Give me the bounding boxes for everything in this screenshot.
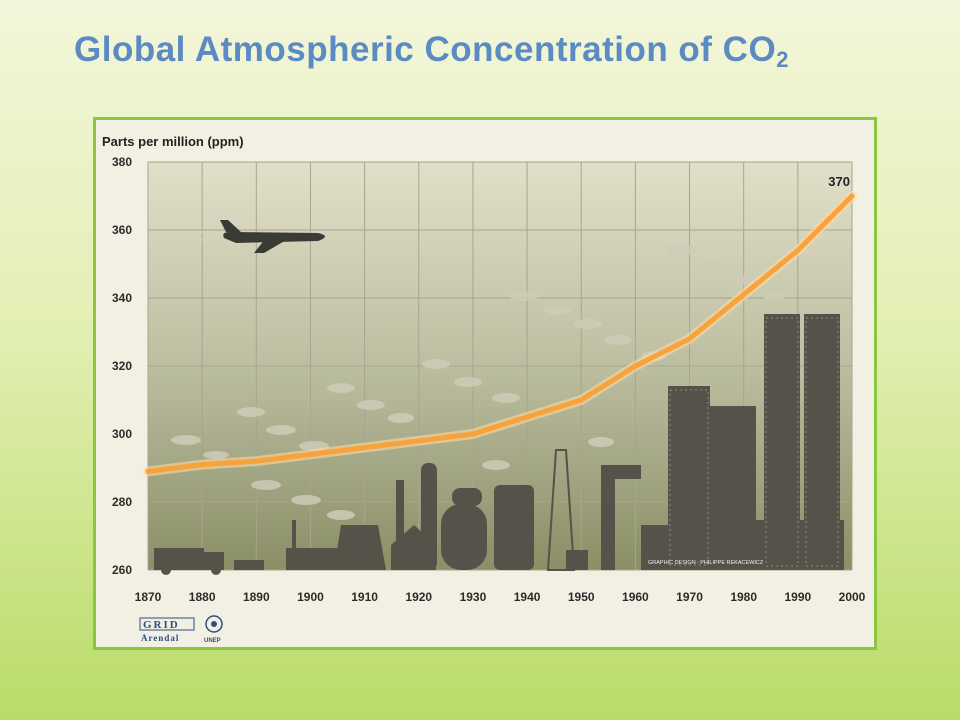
co2-data-point [199, 462, 205, 468]
co2-data-point [578, 397, 584, 403]
x-axis-ticks: 1870 1880 1890 1900 1910 1920 1930 1940 1950 1960… [135, 590, 866, 604]
x-tick-label: 1980 [730, 590, 757, 604]
x-tick-label: 1910 [351, 590, 378, 604]
design-credit: GRAPHIC DESIGN : PHILIPPE REKACEWICZ [648, 560, 764, 566]
co2-data-point [253, 458, 259, 464]
airplane-icon [161, 220, 325, 253]
x-tick-label: 1870 [135, 590, 162, 604]
x-tick-label: 1960 [622, 590, 649, 604]
x-tick-label: 2000 [839, 590, 866, 604]
y-tick-label: 300 [112, 427, 132, 441]
co2-data-point [687, 336, 693, 342]
co2-data-point [145, 468, 151, 474]
y-tick-label: 260 [112, 563, 132, 577]
x-tick-label: 1990 [784, 590, 811, 604]
y-tick-label: 280 [112, 495, 132, 509]
co2-data-point [416, 438, 422, 444]
y-tick-label: 320 [112, 359, 132, 373]
x-tick-label: 1970 [676, 590, 703, 604]
co2-data-point [470, 431, 476, 437]
co2-data-point [524, 414, 530, 420]
y-axis-ticks: 260 280 300 320 340 360 380 [112, 155, 132, 577]
x-tick-label: 1930 [460, 590, 487, 604]
x-tick-label: 1940 [514, 590, 541, 604]
co2-data-point [632, 363, 638, 369]
x-tick-label: 1900 [297, 590, 324, 604]
co2-data-point [741, 292, 747, 298]
unep-logo: UNEP [204, 615, 223, 644]
svg-text:GRID: GRID [143, 619, 180, 631]
building-windows [669, 317, 839, 567]
y-tick-label: 340 [112, 291, 132, 305]
co2-data-point [849, 193, 855, 199]
x-tick-label: 1950 [568, 590, 595, 604]
co2-data-point [362, 445, 368, 451]
slide-title: Global Atmospheric Concentration of CO2 [74, 30, 789, 72]
y-axis-unit-label: Parts per million (ppm) [102, 134, 244, 149]
x-tick-label: 1920 [405, 590, 432, 604]
co2-data-point [307, 451, 313, 457]
end-value-label: 370 [828, 174, 850, 189]
x-tick-label: 1880 [189, 590, 216, 604]
series-layer [143, 191, 857, 477]
co2-line [145, 193, 855, 474]
chart-frame: GRAPHIC DESIGN : PHILIPPE REKACEWICZ 260… [93, 117, 877, 650]
industrial-skyline [154, 314, 844, 575]
y-tick-label: 380 [112, 155, 132, 169]
svg-text:Arendal: Arendal [141, 633, 179, 643]
x-tick-label: 1890 [243, 590, 270, 604]
co2-chart: GRAPHIC DESIGN : PHILIPPE REKACEWICZ 260… [102, 134, 866, 644]
grid-arendal-logo: GRID Arendal [139, 617, 195, 643]
y-tick-label: 360 [112, 223, 132, 237]
co2-data-point [795, 247, 801, 253]
svg-text:UNEP: UNEP [204, 638, 221, 644]
